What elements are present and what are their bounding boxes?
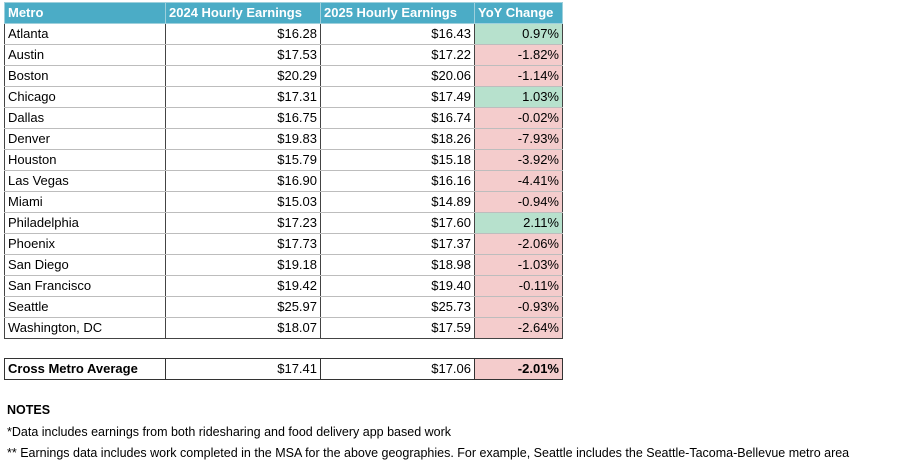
value-cell: $20.06 [320, 65, 475, 87]
table-row: Washington, DC $18.07 $17.59 -2.64% [4, 317, 563, 339]
metro-cell: Boston [4, 65, 166, 87]
metro-cell: Philadelphia [4, 212, 166, 234]
table-row: Dallas $16.75 $16.74 -0.02% [4, 107, 563, 129]
value-cell: $18.26 [320, 128, 475, 150]
metro-cell: Atlanta [4, 23, 166, 45]
value-cell: $15.03 [165, 191, 321, 213]
value-cell: $25.97 [165, 296, 321, 318]
value-cell: $16.16 [320, 170, 475, 192]
metro-cell: Denver [4, 128, 166, 150]
metro-cell: Las Vegas [4, 170, 166, 192]
value-cell: -1.14% [474, 65, 563, 87]
table-row: Seattle $25.97 $25.73 -0.93% [4, 296, 563, 318]
value-cell: -3.92% [474, 149, 563, 171]
metro-cell: Miami [4, 191, 166, 213]
value-cell: -2.06% [474, 233, 563, 255]
value-cell: -0.11% [474, 275, 563, 297]
value-cell: $18.98 [320, 254, 475, 276]
value-cell: $19.40 [320, 275, 475, 297]
value-cell: $19.83 [165, 128, 321, 150]
average-row: Cross Metro Average $17.41 $17.06 -2.01% [4, 358, 563, 380]
value-cell: $16.75 [165, 107, 321, 129]
column-header: 2025 Hourly Earnings [320, 2, 475, 24]
note-line: *Data includes earnings from both ridesh… [7, 425, 452, 439]
value-cell: -2.64% [474, 317, 563, 339]
table-row: Chicago $17.31 $17.49 1.03% [4, 86, 563, 108]
notes-title: NOTES [7, 403, 51, 417]
value-cell: $17.41 [165, 358, 321, 380]
value-cell: $17.73 [165, 233, 321, 255]
table-row: San Diego $19.18 $18.98 -1.03% [4, 254, 563, 276]
value-cell: $17.60 [320, 212, 475, 234]
value-cell: $17.49 [320, 86, 475, 108]
value-cell: $16.43 [320, 23, 475, 45]
value-cell: -2.01% [474, 358, 563, 380]
metro-cell: Dallas [4, 107, 166, 129]
value-cell: 0.97% [474, 23, 563, 45]
table-row: Phoenix $17.73 $17.37 -2.06% [4, 233, 563, 255]
value-cell: $15.79 [165, 149, 321, 171]
value-cell: $19.42 [165, 275, 321, 297]
value-cell: $17.23 [165, 212, 321, 234]
value-cell: $17.06 [320, 358, 475, 380]
value-cell: $25.73 [320, 296, 475, 318]
value-cell: -0.02% [474, 107, 563, 129]
earnings-table: Metro 2024 Hourly Earnings 2025 Hourly Ear… [4, 2, 563, 339]
metro-cell: San Diego [4, 254, 166, 276]
value-cell: $16.28 [165, 23, 321, 45]
value-cell: $20.29 [165, 65, 321, 87]
table-row: Atlanta $16.28 $16.43 0.97% [4, 23, 563, 45]
metro-cell: Cross Metro Average [4, 358, 166, 380]
table-row: Boston $20.29 $20.06 -1.14% [4, 65, 563, 87]
value-cell: -0.94% [474, 191, 563, 213]
table-row: Las Vegas $16.90 $16.16 -4.41% [4, 170, 563, 192]
value-cell: -4.41% [474, 170, 563, 192]
table-row: Miami $15.03 $14.89 -0.94% [4, 191, 563, 213]
value-cell: $17.59 [320, 317, 475, 339]
value-cell: $16.74 [320, 107, 475, 129]
value-cell: -1.82% [474, 44, 563, 66]
metro-cell: Austin [4, 44, 166, 66]
metro-cell: Houston [4, 149, 166, 171]
table-row: San Francisco $19.42 $19.40 -0.11% [4, 275, 563, 297]
value-cell: $18.07 [165, 317, 321, 339]
value-cell: $16.90 [165, 170, 321, 192]
table-row: Austin $17.53 $17.22 -1.82% [4, 44, 563, 66]
value-cell: 2.11% [474, 212, 563, 234]
header-row: Metro 2024 Hourly Earnings 2025 Hourly Ear… [4, 2, 563, 24]
value-cell: -0.93% [474, 296, 563, 318]
value-cell: $17.37 [320, 233, 475, 255]
column-header: Metro [4, 2, 166, 24]
column-header: YoY Change [474, 2, 563, 24]
average-table: Cross Metro Average $17.41 $17.06 -2.01% [4, 358, 563, 380]
table-row: Philadelphia $17.23 $17.60 2.11% [4, 212, 563, 234]
value-cell: $19.18 [165, 254, 321, 276]
metro-cell: Phoenix [4, 233, 166, 255]
note-line: ** Earnings data includes work completed… [7, 446, 850, 460]
value-cell: $15.18 [320, 149, 475, 171]
column-header: 2024 Hourly Earnings [165, 2, 321, 24]
table-row: Houston $15.79 $15.18 -3.92% [4, 149, 563, 171]
value-cell: $17.31 [165, 86, 321, 108]
value-cell: $17.22 [320, 44, 475, 66]
value-cell: 1.03% [474, 86, 563, 108]
metro-cell: San Francisco [4, 275, 166, 297]
metro-cell: Washington, DC [4, 317, 166, 339]
value-cell: $17.53 [165, 44, 321, 66]
metro-cell: Seattle [4, 296, 166, 318]
metro-cell: Chicago [4, 86, 166, 108]
table-row: Denver $19.83 $18.26 -7.93% [4, 128, 563, 150]
value-cell: -7.93% [474, 128, 563, 150]
value-cell: -1.03% [474, 254, 563, 276]
value-cell: $14.89 [320, 191, 475, 213]
